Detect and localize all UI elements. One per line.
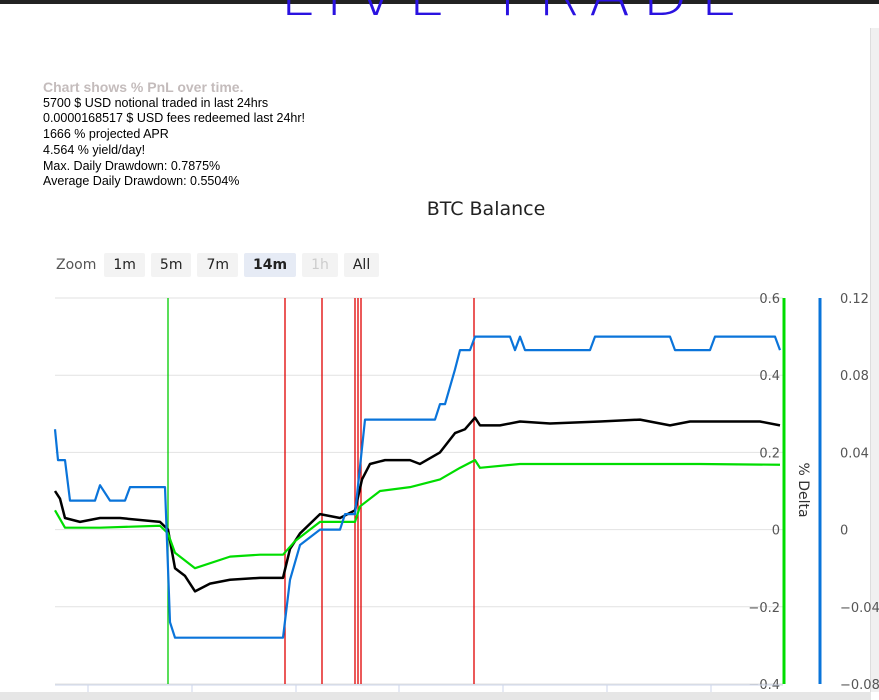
left-axis-tick-label: 0.6: [759, 292, 780, 307]
stat-notional: 5700 $ USD notional traded in last 24hrs: [43, 95, 269, 110]
stats-block: Chart shows % PnL over time. 5700 $ USD …: [43, 79, 305, 190]
right-axis-tick-label: −0.08: [840, 678, 879, 693]
stat-avg-drawdown: Average Daily Drawdown: 0.5504%: [43, 174, 240, 189]
zoom-selector: Zoom 1m 5m 7m 14m 1h All: [56, 253, 380, 277]
chart-description: Chart shows % PnL over time.: [43, 79, 244, 95]
zoom-1m-button[interactable]: 1m: [104, 253, 145, 277]
stat-apr: 1666 % projected APR: [43, 127, 169, 142]
right-axis-tick-label: 0.08: [840, 369, 869, 384]
left-axis-tick-label: 0: [772, 524, 780, 539]
browser-top-bar: [0, 0, 879, 4]
series-line-blue: [53, 335, 782, 639]
stat-yield: 4.564 % yield/day!: [43, 142, 146, 157]
scrollbar[interactable]: [870, 28, 879, 692]
left-axis-tick-label: 0.2: [759, 446, 780, 461]
right-axis-tick-label: 0: [840, 524, 848, 539]
left-axis-tick-label: −0.2: [748, 601, 780, 616]
zoom-all-button[interactable]: All: [343, 253, 380, 277]
right-axis-tick-label: 0.12: [840, 292, 869, 307]
chart-title: BTC Balance: [426, 198, 546, 220]
series-line-green: [54, 459, 781, 570]
horizontal-scrollbar[interactable]: [0, 692, 871, 700]
page-heading: LIVE TRADE: [280, 0, 860, 30]
right-axis-title: % Delta: [795, 462, 811, 517]
zoom-1h-button[interactable]: 1h: [302, 253, 338, 277]
zoom-5m-button[interactable]: 5m: [150, 253, 192, 277]
stat-max-drawdown: Max. Daily Drawdown: 0.7875%: [43, 158, 221, 173]
left-axis-tick-label: 0.4: [759, 369, 780, 384]
right-axis-tick-label: −0.04: [840, 601, 879, 616]
zoom-14m-button[interactable]: 14m: [244, 253, 297, 277]
zoom-label: Zoom: [56, 257, 97, 273]
series-line-black: [53, 416, 781, 593]
stat-fees: 0.0000168517 $ USD fees redeemed last 24…: [43, 111, 305, 126]
right-axis-tick-label: 0.04: [840, 446, 869, 461]
zoom-7m-button[interactable]: 7m: [197, 253, 238, 277]
